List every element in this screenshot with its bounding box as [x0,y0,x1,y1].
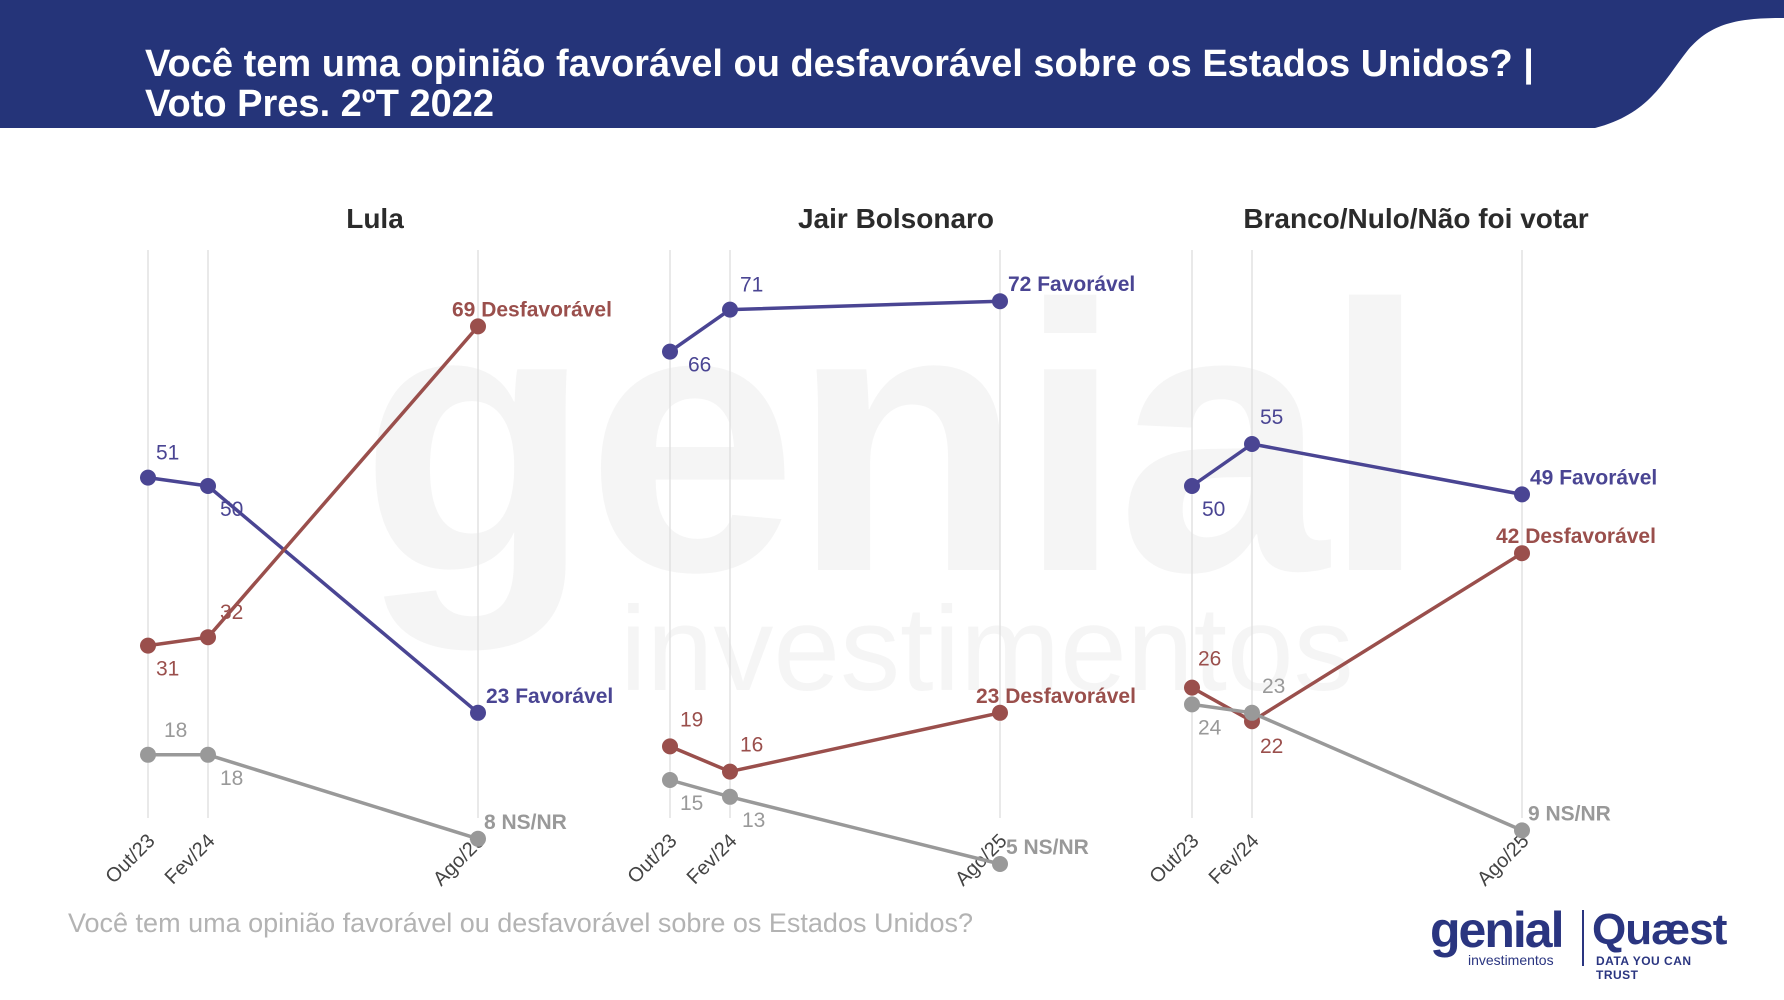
data-point-favoravel [992,293,1008,310]
end-label-favoravel: 49 Favorável [1530,466,1657,489]
logos: genial investimentos Quæst DATA YOU CAN … [1430,902,1730,982]
end-label-favoravel: 23 Favorável [486,685,613,708]
data-label: 71 [740,274,763,297]
end-label-favoravel: 72 Favorável [1008,273,1135,296]
title-line-2: Voto Pres. 2ºT 2022 [145,83,494,125]
data-label: 16 [740,734,763,757]
chart-title: Branco/Nulo/Não foi votar [1243,203,1588,234]
series-line-desfavoravel [669,711,1001,774]
data-label: 19 [680,708,703,731]
logo-separator [1582,910,1584,966]
data-point-favoravel [470,704,486,721]
data-point-desfavoravel [662,738,678,755]
data-point-nsnr [1244,704,1260,721]
footnote: Você tem uma opinião favorável ou desfav… [68,908,974,938]
data-point-nsnr [1514,822,1530,839]
series-line-nsnr [148,753,479,841]
data-point-desfavoravel [992,704,1008,721]
end-label-nsnr: 8 NS/NR [484,811,567,834]
x-tick-label: Fev/24 [161,830,220,889]
data-point-favoravel [1184,478,1200,494]
x-tick-label: Ago/25 [1473,830,1533,890]
data-point-desfavoravel [140,637,156,654]
data-label: 55 [1260,406,1283,429]
data-point-desfavoravel [1514,545,1530,562]
series-line-desfavoravel [1191,551,1523,723]
series-line-favoravel [147,475,480,715]
data-point-favoravel [1514,486,1530,503]
genial-logo-sub: investimentos [1468,952,1554,968]
data-label: 18 [164,719,187,742]
data-label: 22 [1260,735,1283,758]
data-label: 26 [1198,648,1221,671]
end-label-desfavoravel: 69 Desfavorável [452,298,612,321]
chart-title: Lula [346,203,404,234]
data-point-nsnr [470,830,486,847]
data-label: 18 [220,767,243,790]
x-tick-label: Out/23 [624,830,682,888]
data-point-desfavoravel [470,318,486,335]
data-label: 15 [680,792,703,815]
x-tick-label: Out/23 [1146,830,1204,888]
data-point-desfavoravel [200,629,216,646]
data-point-desfavoravel [722,763,738,780]
data-point-nsnr [1184,696,1200,713]
data-point-desfavoravel [1184,679,1200,696]
data-point-favoravel [662,343,678,360]
end-label-nsnr: 9 NS/NR [1528,802,1611,825]
header-banner [0,0,1784,128]
data-point-nsnr [662,772,678,788]
series-line-nsnr [1191,702,1523,833]
series-line-favoravel [1190,442,1523,497]
end-label-desfavoravel: 42 Desfavorável [1496,525,1656,548]
data-point-favoravel [140,469,156,486]
header-background [0,0,1784,128]
data-label: 31 [156,658,179,681]
x-tick-label: Out/23 [102,830,160,888]
data-point-nsnr [140,746,156,763]
data-label: 32 [220,601,243,624]
data-label: 66 [688,354,711,377]
page-title: Você tem uma opinião favorável ou desfav… [145,44,1545,124]
data-point-nsnr [722,788,738,805]
data-label: 51 [156,442,179,465]
data-label: 50 [1202,498,1225,521]
series-line-favoravel [668,299,1001,354]
data-label: 24 [1198,716,1222,739]
data-label: 50 [220,498,243,521]
x-tick-label: Fev/24 [1205,830,1264,889]
data-point-favoravel [200,478,216,494]
title-line-1: Você tem uma opinião favorável ou desfav… [145,43,1534,85]
x-tick-label: Fev/24 [683,830,742,889]
data-point-favoravel [722,301,738,318]
end-label-nsnr: 5 NS/NR [1006,836,1089,859]
chart-title: Jair Bolsonaro [798,203,994,234]
quaest-logo: Quæst [1592,905,1727,954]
watermark-sub: investimentos [620,582,1354,716]
data-point-nsnr [992,856,1008,872]
genial-logo: genial [1430,902,1564,958]
data-point-favoravel [1244,436,1260,452]
data-label: 13 [742,809,765,832]
quaest-logo-sub: DATA YOU CAN TRUST [1596,954,1692,982]
data-label: 23 [1262,675,1285,698]
end-label-desfavoravel: 23 Desfavorável [976,685,1136,708]
data-point-nsnr [200,746,216,763]
